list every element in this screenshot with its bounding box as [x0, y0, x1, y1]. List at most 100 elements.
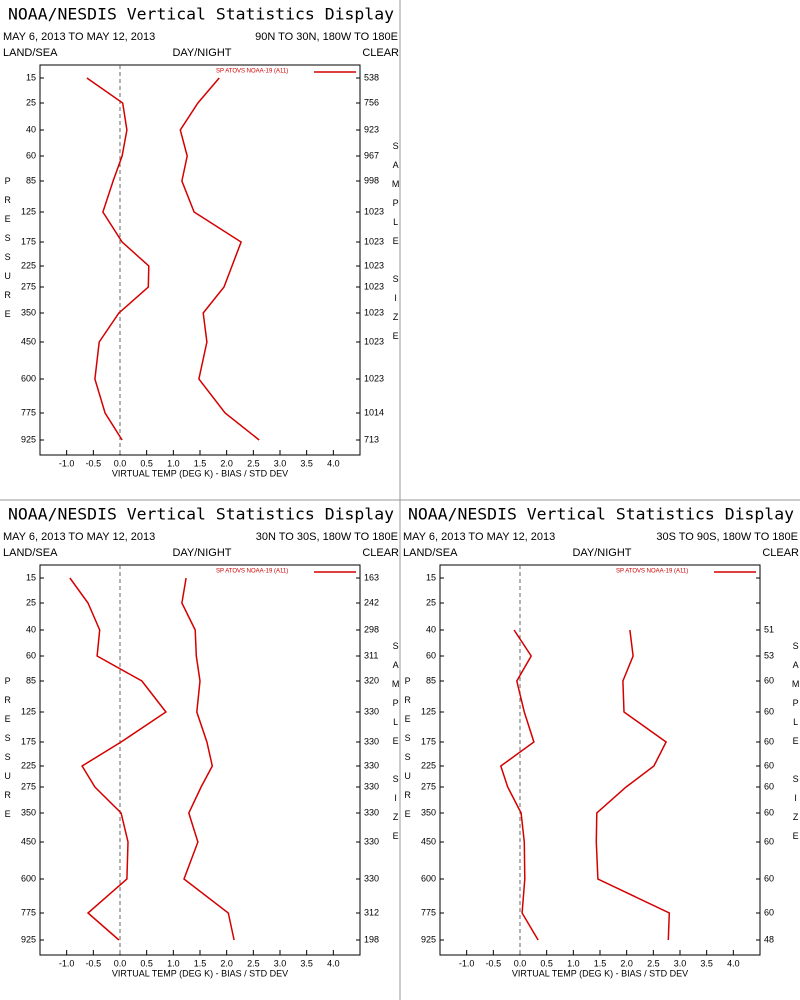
sample-size: 1023 — [364, 236, 384, 246]
y-tick-label: 25 — [426, 597, 436, 607]
x-tick-label: 2.5 — [647, 958, 660, 968]
land-sea: LAND/SEA — [3, 547, 58, 559]
profile-line — [499, 629, 539, 941]
y-tick-label: 175 — [421, 736, 436, 746]
sample-size: 60 — [764, 873, 774, 883]
sample-size: 51 — [764, 624, 774, 634]
sample-size: 198 — [364, 934, 379, 944]
land-sea: LAND/SEA — [403, 547, 458, 559]
y-tick-label: 600 — [421, 873, 436, 883]
y-tick-label: 775 — [21, 907, 36, 917]
clear: CLEAR — [362, 547, 399, 559]
x-tick-label: 4.0 — [327, 458, 340, 468]
y-tick-label: 25 — [26, 597, 36, 607]
sample-size: 60 — [764, 907, 774, 917]
y-tick-label: 350 — [421, 807, 436, 817]
profile-line — [86, 77, 150, 441]
sample-size: 60 — [764, 675, 774, 685]
x-tick-label: 2.0 — [620, 958, 633, 968]
panel: NOAA/NESDIS Vertical Statistics Display M… — [403, 505, 800, 979]
y-tick-label: 275 — [421, 781, 436, 791]
sample-size: 60 — [764, 736, 774, 746]
x-tick-label: 4.0 — [327, 958, 340, 968]
y-tick-label: 450 — [21, 336, 36, 346]
date-range: MAY 6, 2013 TO MAY 12, 2013 — [3, 31, 155, 43]
x-tick-label: 0.5 — [540, 958, 553, 968]
region: 30S TO 90S, 180W TO 180E — [656, 531, 798, 543]
y-tick-label: 175 — [21, 736, 36, 746]
y-tick-label: 40 — [26, 624, 36, 634]
x-tick-label: 2.5 — [247, 458, 260, 468]
sample-size: 923 — [364, 124, 379, 134]
y-tick-label: 85 — [26, 675, 36, 685]
x-tick-label: 3.5 — [300, 958, 313, 968]
y-tick-label: 225 — [21, 760, 36, 770]
y-tick-label: 350 — [21, 807, 36, 817]
sample-size: 60 — [764, 781, 774, 791]
panel-title: NOAA/NESDIS Vertical Statistics Display — [408, 505, 794, 524]
legend-label: SP ATOVS NOAA-19 (A11) — [616, 569, 688, 575]
y-tick-label: 85 — [26, 175, 36, 185]
x-axis-label: VIRTUAL TEMP (DEG K) - BIAS / STD DEV — [112, 968, 288, 978]
sample-size: 330 — [364, 781, 379, 791]
sample-size: 330 — [364, 736, 379, 746]
legend-label: SP ATOVS NOAA-19 (A11) — [216, 569, 288, 575]
panel: NOAA/NESDIS Vertical Statistics Display M… — [3, 5, 401, 479]
sample-size: 60 — [764, 706, 774, 716]
y-tick-label: 775 — [21, 407, 36, 417]
y-tick-label: 40 — [426, 624, 436, 634]
x-tick-label: 3.0 — [274, 958, 287, 968]
clear: CLEAR — [762, 547, 799, 559]
y-tick-label: 15 — [26, 72, 36, 82]
y-tick-label: 450 — [421, 836, 436, 846]
sample-size: 48 — [764, 934, 774, 944]
x-tick-label: 1.5 — [194, 958, 207, 968]
profile-line — [595, 629, 671, 941]
y-tick-label: 25 — [26, 97, 36, 107]
profile-line — [69, 577, 167, 941]
x-tick-label: 1.0 — [167, 958, 180, 968]
y-tick-label: 925 — [21, 934, 36, 944]
profile-line — [179, 77, 260, 441]
sample-size: 1023 — [364, 307, 384, 317]
day-night: DAY/NIGHT — [572, 547, 631, 559]
sample-size: 163 — [364, 572, 379, 582]
x-axis-label: VIRTUAL TEMP (DEG K) - BIAS / STD DEV — [512, 968, 688, 978]
x-tick-label: 0.0 — [114, 458, 127, 468]
y-tick-label: 60 — [26, 150, 36, 160]
sample-size: 60 — [764, 836, 774, 846]
x-tick-label: 1.5 — [194, 458, 207, 468]
x-tick-label: 2.5 — [247, 958, 260, 968]
sample-size: 998 — [364, 175, 379, 185]
x-tick-label: 2.0 — [220, 958, 233, 968]
x-tick-label: -0.5 — [86, 458, 102, 468]
sample-size: 298 — [364, 624, 379, 634]
panel-title: NOAA/NESDIS Vertical Statistics Display — [8, 505, 394, 524]
sample-size: 1023 — [364, 260, 384, 270]
land-sea: LAND/SEA — [3, 47, 58, 59]
sample-size: 1023 — [364, 206, 384, 216]
y2-axis-label: SAMPLE SIZE — [391, 141, 401, 350]
clear: CLEAR — [362, 47, 399, 59]
legend-label: SP ATOVS NOAA-19 (A11) — [216, 69, 288, 75]
date-range: MAY 6, 2013 TO MAY 12, 2013 — [403, 531, 555, 543]
x-tick-label: -1.0 — [59, 958, 75, 968]
x-tick-label: 0.0 — [514, 958, 527, 968]
y-tick-label: 350 — [21, 307, 36, 317]
y-tick-label: 125 — [21, 206, 36, 216]
y-axis-label: PRESSURE — [403, 676, 413, 828]
x-tick-label: 0.5 — [140, 458, 153, 468]
x-tick-label: -1.0 — [59, 458, 75, 468]
sample-size: 60 — [764, 807, 774, 817]
day-night: DAY/NIGHT — [172, 547, 231, 559]
y-tick-label: 15 — [26, 572, 36, 582]
y-tick-label: 125 — [421, 706, 436, 716]
x-tick-label: 0.0 — [114, 958, 127, 968]
y-axis-label: PRESSURE — [3, 676, 13, 828]
sample-size: 60 — [764, 760, 774, 770]
sample-size: 53 — [764, 650, 774, 660]
sample-size: 330 — [364, 836, 379, 846]
y2-axis-label: SAMPLE SIZE — [791, 641, 800, 850]
y-tick-label: 225 — [21, 260, 36, 270]
